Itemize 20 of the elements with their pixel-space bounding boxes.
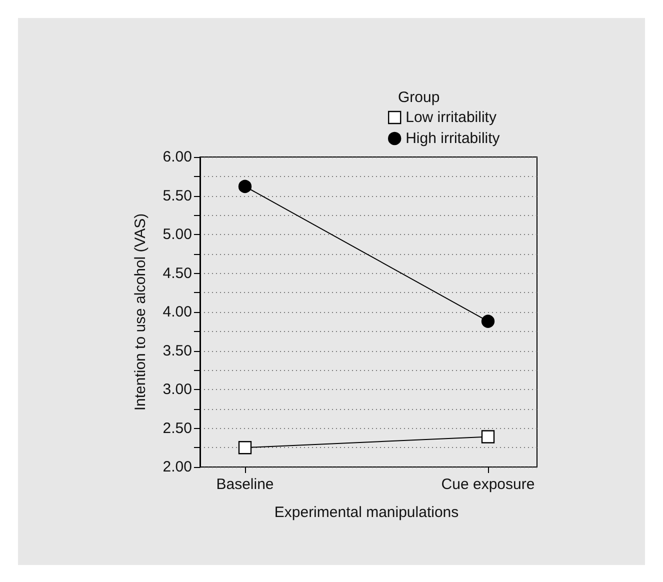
y-tick-label: 2.50 [162, 420, 192, 437]
y-tick-label: 6.00 [162, 148, 192, 166]
y-tick-label: 3.50 [162, 342, 192, 360]
point [238, 180, 252, 194]
x-tick-label: Baseline [216, 476, 274, 493]
y-tick-label: 4.00 [162, 304, 192, 320]
point [481, 430, 495, 444]
y-axis-title: Intention to use alcohol (VAS) [132, 213, 149, 411]
y-tick-label: 3.00 [162, 381, 192, 398]
y-tick-label: 2.00 [162, 458, 192, 476]
legend-label: Low irritability [406, 109, 497, 126]
x-tick-label: Cue exposure [441, 476, 535, 493]
y-tick-label: 5.50 [162, 187, 192, 204]
y-tick-label: 5.00 [162, 226, 192, 243]
legend-label: High irritability [406, 130, 500, 147]
legend-title: Group [398, 89, 440, 106]
x-axis-title: Experimental manipulations [274, 504, 459, 521]
point [238, 441, 252, 454]
point [481, 314, 495, 328]
y-tick-label: 4.50 [162, 264, 192, 282]
